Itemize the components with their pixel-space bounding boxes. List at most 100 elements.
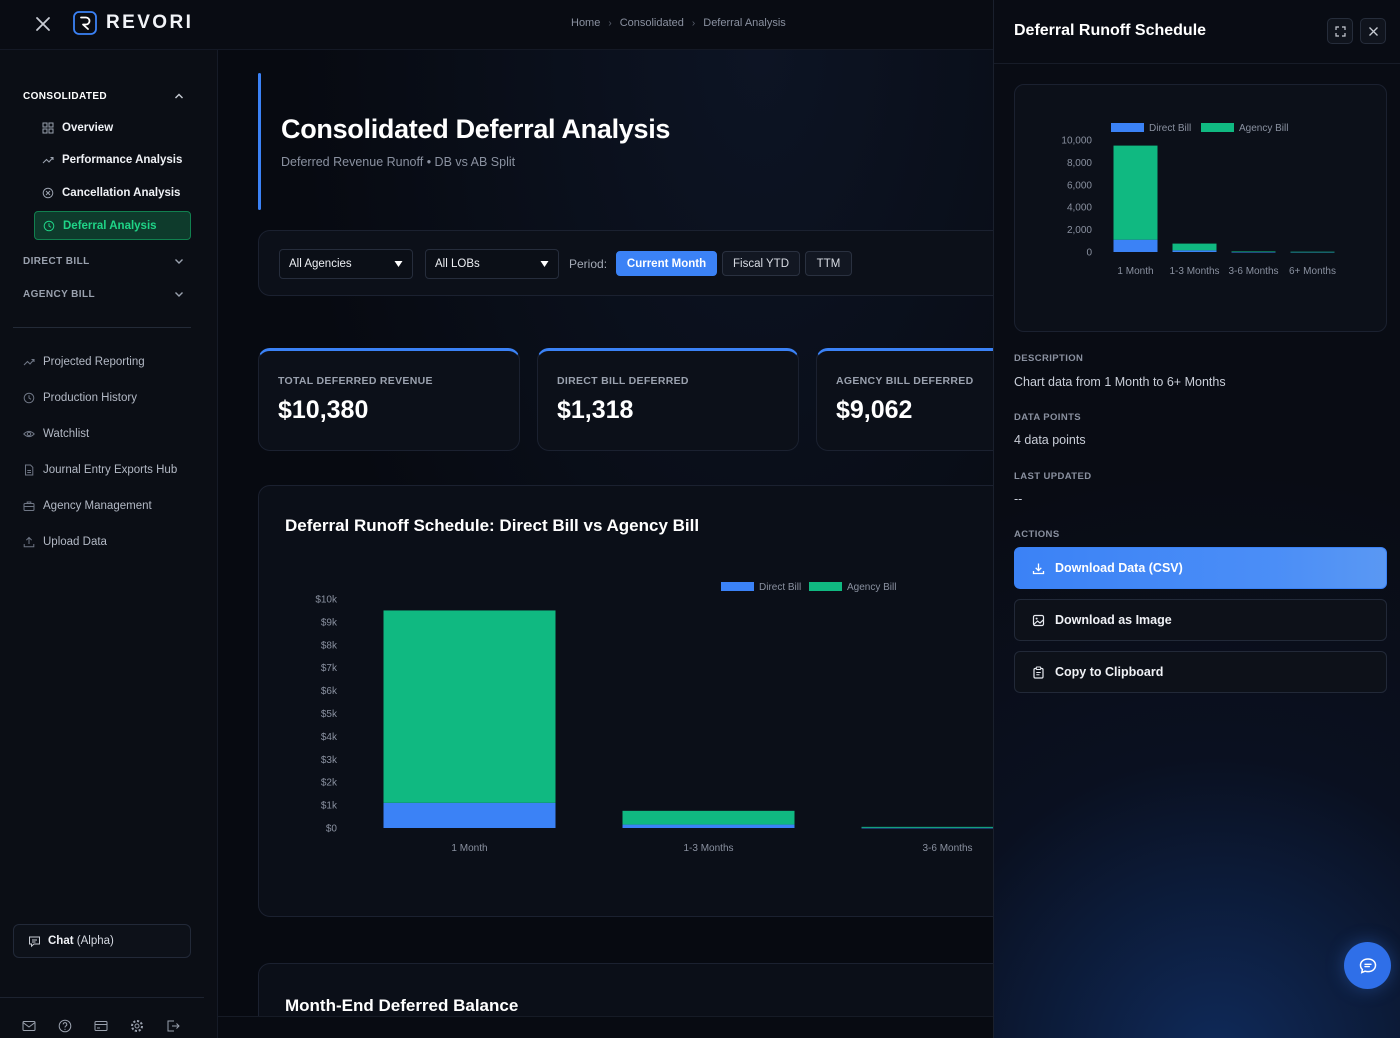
last-updated-label: LAST UPDATED (1014, 471, 1092, 482)
legend-label: Agency Bill (1239, 123, 1288, 134)
clock-icon (43, 220, 55, 232)
chat-label: Chat (48, 935, 74, 947)
y-tick-label: $10k (315, 595, 338, 606)
legend-label: Direct Bill (759, 582, 801, 593)
panel-chart-card: 0 2,000 4,000 6,000 8,000 10,000 1 Month 1-3 Mo… (1014, 84, 1387, 332)
sidebar-divider (13, 327, 191, 328)
main-footer-strip (218, 1016, 993, 1038)
kpi-card-agency-bill-deferred: AGENCY BILL DEFERRED $9,062 (816, 348, 993, 451)
sidebar-item-upload-data[interactable]: Upload Data (23, 536, 107, 548)
clipboard-icon (1032, 665, 1045, 679)
caret-down-icon (394, 259, 403, 269)
description-label: DESCRIPTION (1014, 353, 1084, 364)
sidebar-item-projected-reporting[interactable]: Projected Reporting (23, 356, 145, 368)
section-direct-bill[interactable]: DIRECT BILL (23, 255, 185, 267)
app-logo[interactable]: REVORI (73, 11, 193, 35)
kpi-label: TOTAL DEFERRED REVENUE (278, 375, 433, 387)
download-csv-button[interactable]: Download Data (CSV) (1014, 547, 1387, 589)
runoff-chart-card[interactable]: Deferral Runoff Schedule: Direct Bill vs… (258, 485, 993, 917)
sidebar-item-performance-analysis[interactable]: Performance Analysis (34, 145, 191, 174)
sidebar-item-journal-entry-exports-hub[interactable]: Journal Entry Exports Hub (23, 464, 177, 476)
period-label: Period: (569, 257, 608, 271)
action-label: Download Data (CSV) (1055, 561, 1183, 575)
bar-agency-bill (383, 610, 556, 803)
chat-suffix: (Alpha) (73, 935, 114, 947)
sidebar-item-label: Projected Reporting (43, 356, 145, 368)
section-label: AGENCY BILL (23, 288, 95, 300)
sidebar-item-production-history[interactable]: Production History (23, 392, 137, 404)
kpi-value: $9,062 (836, 396, 913, 424)
section-agency-bill[interactable]: AGENCY BILL (23, 288, 185, 300)
chart-detail-panel: Deferral Runoff Schedule 0 2,000 4,000 6,00… (993, 0, 1400, 1038)
close-icon (1368, 26, 1379, 37)
kpi-value: $10,380 (278, 396, 369, 424)
panel-title: Deferral Runoff Schedule (1014, 22, 1207, 39)
sidebar-item-label: Overview (62, 121, 114, 134)
sidebar-item-watchlist[interactable]: Watchlist (23, 428, 89, 440)
agency-select-value: All Agencies (289, 258, 352, 270)
bar-agency-bill (1113, 145, 1158, 240)
description-value: Chart data from 1 Month to 6+ Months (1014, 375, 1226, 389)
action-label: Download as Image (1055, 613, 1172, 627)
close-icon[interactable] (33, 14, 53, 34)
kpi-card-direct-bill-deferred: DIRECT BILL DEFERRED $1,318 (537, 348, 799, 451)
runoff-bar-chart: $0 $1k $2k $3k $4k $5k $6k $7k $8k $9k $10k 1 Month… (315, 582, 993, 854)
breadcrumb: Home › Consolidated › Deferral Analysis (571, 17, 786, 29)
bar-agency-bill (1231, 251, 1276, 253)
actions-label: ACTIONS (1014, 529, 1060, 540)
card-icon[interactable] (94, 1019, 108, 1033)
chevron-up-icon (173, 90, 185, 102)
bar-direct-bill (1113, 239, 1158, 252)
y-tick-label: $9k (321, 617, 338, 628)
last-updated-value: -- (1014, 492, 1023, 506)
chat-button[interactable]: Chat (Alpha) (13, 924, 191, 958)
panel-close-button[interactable] (1360, 18, 1386, 44)
lob-select[interactable]: All LOBs (425, 249, 559, 279)
download-image-button[interactable]: Download as Image (1014, 599, 1387, 641)
sidebar-item-cancellation-analysis[interactable]: Cancellation Analysis (34, 178, 191, 207)
sidebar-bottom-divider (0, 997, 204, 998)
sidebar-footer (22, 1019, 180, 1033)
sidebar-item-label: Watchlist (43, 428, 90, 440)
bar-direct-bill (383, 802, 556, 828)
sidebar-item-deferral-analysis[interactable]: Deferral Analysis (34, 211, 191, 240)
breadcrumb-home[interactable]: Home (571, 17, 601, 29)
file-icon (23, 464, 35, 476)
y-tick-label: $3k (321, 755, 338, 766)
gear-icon[interactable] (130, 1019, 144, 1033)
period-current-month-button[interactable]: Current Month (616, 251, 717, 276)
y-tick-label: $1k (321, 801, 338, 812)
sidebar-item-overview[interactable]: Overview (34, 113, 191, 142)
chat-fab-button[interactable] (1344, 942, 1391, 989)
x-tick-label: 1-3 Months (1169, 266, 1219, 277)
breadcrumb-separator: › (608, 17, 612, 29)
download-icon (1032, 562, 1045, 575)
trend-icon (23, 356, 35, 368)
legend-swatch (809, 582, 842, 591)
expand-button[interactable] (1327, 18, 1353, 44)
breadcrumb-consolidated[interactable]: Consolidated (619, 17, 684, 29)
x-tick-label: 6+ Months (1289, 266, 1336, 277)
y-tick-label: 0 (1086, 248, 1092, 259)
y-tick-label: 6,000 (1067, 180, 1092, 191)
top-bar: REVORI Home › Consolidated › Deferral An… (0, 0, 993, 50)
period-fiscal-ytd-button[interactable]: Fiscal YTD (722, 251, 800, 276)
chart-title: Deferral Runoff Schedule: Direct Bill vs… (285, 516, 700, 535)
agency-select[interactable]: All Agencies (279, 249, 413, 279)
y-tick-label: $4k (321, 732, 338, 743)
kpi-value: $1,318 (557, 396, 634, 424)
section-consolidated[interactable]: CONSOLIDATED (23, 90, 185, 102)
page-title: Consolidated Deferral Analysis (281, 114, 671, 144)
sidebar-item-agency-management[interactable]: Agency Management (23, 500, 152, 512)
x-tick-label: 3-6 Months (1228, 266, 1278, 277)
period-ttm-button[interactable]: TTM (805, 251, 852, 276)
legend-label: Agency Bill (847, 582, 896, 593)
month-end-balance-card[interactable]: Month-End Deferred Balance (258, 963, 993, 1016)
help-icon[interactable] (58, 1019, 72, 1033)
logout-icon[interactable] (166, 1019, 180, 1033)
panel-header: Deferral Runoff Schedule (994, 0, 1400, 64)
sidebar-item-label: Cancellation Analysis (62, 186, 181, 199)
mail-icon[interactable] (22, 1019, 36, 1033)
copy-clipboard-button[interactable]: Copy to Clipboard (1014, 651, 1387, 693)
sidebar: CONSOLIDATED Overview Performance Analys… (0, 50, 218, 1038)
